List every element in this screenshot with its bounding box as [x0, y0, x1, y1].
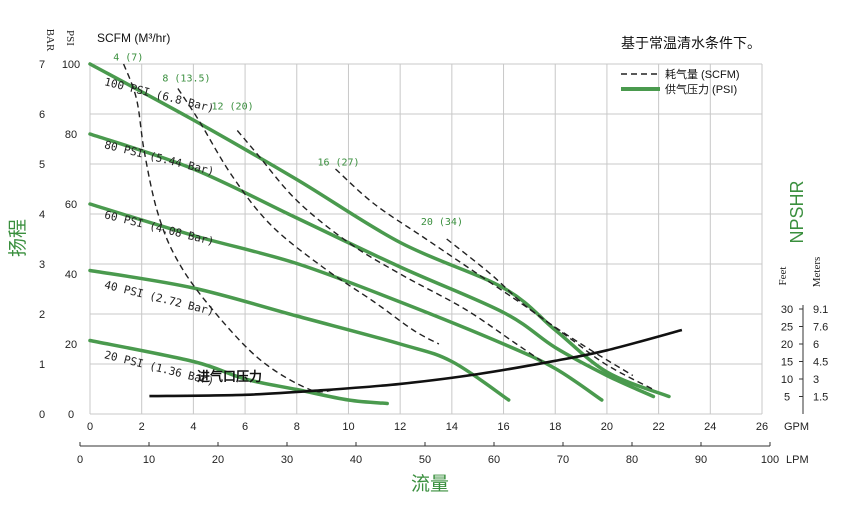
lpm-tick-label: 0 [77, 454, 83, 466]
air-consumption-series [122, 63, 336, 393]
gpm-tick-label: 4 [190, 421, 196, 433]
pressure-curve-series [88, 132, 656, 399]
legend-pressure-label: 供气压力 (PSI) [665, 82, 737, 96]
lpm-tick-label: 70 [557, 454, 569, 466]
npshr-curve-series [149, 328, 683, 398]
y-axis-title: 扬程 [7, 219, 29, 257]
psi-tick-label: 20 [65, 339, 77, 351]
tick-labels: 0 2 4 6 8 10 12 14 16 18 20 22 24 2601234567020406080… [39, 59, 828, 466]
bar-tick-label: 1 [39, 359, 45, 371]
air-consumption-label: 12 (20) [211, 102, 253, 113]
lpm-tick-label: 80 [626, 454, 638, 466]
gpm-tick-label: 24 [704, 421, 716, 433]
gpm-tick-label: 2 [139, 421, 145, 433]
air-consumption-series [236, 130, 543, 363]
bar-tick-label: 3 [39, 259, 45, 271]
chart-title: 基于常温清水条件下。 [621, 35, 761, 51]
psi-tick-label: 80 [65, 129, 77, 141]
gpm-tick-label: 18 [549, 421, 561, 433]
pressure-curve-series [88, 202, 604, 402]
npshr-meter-tick-label: 9.1 [813, 304, 828, 316]
pressure-curve-series [88, 62, 671, 399]
npshr-meter-tick-label: 4.5 [813, 357, 828, 369]
npshr-meter-tick-label: 3 [813, 374, 819, 386]
gpm-tick-label: 0 [87, 421, 93, 433]
meters-unit-label: Meters [811, 257, 823, 288]
gpm-tick-label: 10 [342, 421, 354, 433]
psi-tick-label: 0 [68, 409, 74, 421]
lpm-tick-label: 90 [695, 454, 707, 466]
gpm-tick-label: 8 [294, 421, 300, 433]
bar-tick-label: 5 [39, 159, 45, 171]
psi-tick-label: 60 [65, 199, 77, 211]
lpm-tick-label: 50 [419, 454, 431, 466]
npshr-meter-tick-label: 1.5 [813, 392, 828, 404]
pressure-curve-series [88, 338, 389, 406]
bar-tick-label: 2 [39, 309, 45, 321]
bar-unit-label: BAR [44, 29, 56, 52]
lpm-unit-label: LPM [786, 454, 809, 466]
npshr-feet-tick-label: 15 [781, 357, 793, 369]
psi-unit-label: PSI [64, 30, 76, 46]
legend-air-label: 耗气量 (SCFM) [665, 67, 740, 81]
scfm-axis-label: SCFM (M³/hr) [97, 31, 170, 45]
air-consumption-label: 16 (27) [317, 158, 359, 169]
inlet-pressure-label: 进气口压力 [197, 369, 262, 384]
npshr-feet-tick-label: 10 [781, 374, 793, 386]
bar-tick-label: 7 [39, 59, 45, 71]
chart-marks: 100 PSI (6.8 Bar)80 PSI (5.44 Bar)60 PSI… [88, 53, 683, 406]
npshr-meter-tick-label: 7.6 [813, 322, 828, 334]
gpm-tick-label: 12 [394, 421, 406, 433]
gpm-tick-label: 26 [756, 421, 768, 433]
lpm-tick-label: 30 [281, 454, 293, 466]
lpm-tick-label: 60 [488, 454, 500, 466]
gpm-tick-label: 22 [652, 421, 664, 433]
air-consumption-label: 8 (13.5) [162, 74, 210, 85]
air-consumption-label: 20 (34) [421, 217, 463, 228]
gpm-unit-label: GPM [784, 421, 809, 433]
gpm-tick-label: 6 [242, 421, 248, 433]
npshr-feet-tick-label: 30 [781, 304, 793, 316]
air-consumption-label: 4 (7) [113, 53, 143, 64]
pressure-curve-label: 40 PSI (2.72 Bar) [103, 278, 215, 318]
air-consumption-series [177, 88, 440, 345]
psi-tick-label: 100 [62, 59, 80, 71]
npshr-feet-tick-label: 5 [784, 392, 790, 404]
pressure-curve-series [88, 268, 511, 402]
air-consumption-series [446, 238, 634, 377]
grid [79, 63, 804, 447]
npshr-meter-tick-label: 6 [813, 339, 819, 351]
lpm-tick-label: 20 [212, 454, 224, 466]
gpm-tick-label: 20 [601, 421, 613, 433]
npshr-feet-tick-label: 20 [781, 339, 793, 351]
lpm-tick-label: 100 [761, 454, 779, 466]
bar-tick-label: 4 [39, 209, 45, 221]
feet-unit-label: Feet [777, 267, 789, 286]
lpm-tick-label: 40 [350, 454, 362, 466]
psi-tick-label: 40 [65, 269, 77, 281]
npshr-feet-tick-label: 25 [781, 322, 793, 334]
bar-tick-label: 6 [39, 109, 45, 121]
gpm-tick-label: 14 [446, 421, 458, 433]
gpm-tick-label: 16 [497, 421, 509, 433]
npshr-axis-title: NPSHR [787, 180, 807, 243]
x-axis-title: 流量 [411, 473, 449, 495]
legend: 耗气量 (SCFM) 供气压力 (PSI) [621, 67, 740, 96]
air-consumption-series [335, 168, 654, 391]
bar-tick-label: 0 [39, 409, 45, 421]
lpm-tick-label: 10 [143, 454, 155, 466]
pressure-curve-label: 80 PSI (5.44 Bar) [103, 138, 215, 178]
